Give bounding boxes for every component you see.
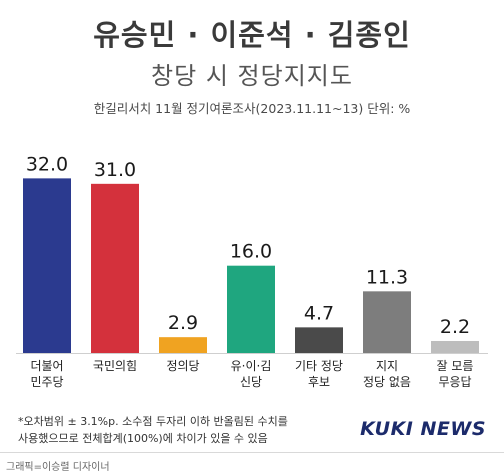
- category-label-2-0: 정의당: [166, 359, 199, 373]
- bar-2: [159, 337, 207, 353]
- category-label-6-0: 잘 모름: [437, 359, 474, 373]
- bar-5: [363, 291, 411, 353]
- category-label-5-0: 지지: [376, 359, 398, 373]
- bar-1: [91, 183, 139, 353]
- chart-subtitle: 창당 시 정당지지도: [151, 62, 353, 90]
- category-label-3-0: 유·이·김: [231, 359, 272, 373]
- footnote-line-1: *오차범위 ± 3.1%p. 소수점 두자리 이하 반올림된 수치를: [18, 415, 288, 428]
- footnote-line-2: 사용했으므로 전체합계(100%)에 차이가 있을 수 있음: [18, 432, 268, 445]
- value-label-0: 32.0: [26, 153, 68, 175]
- value-label-1: 31.0: [94, 159, 136, 181]
- bar-4: [295, 327, 343, 353]
- graphic-credit: 그래픽=이승렬 디자이너: [6, 462, 110, 473]
- chart-title: 유승민 · 이준석 · 김종인: [93, 18, 411, 52]
- value-label-3: 16.0: [230, 241, 272, 263]
- category-label-4-0: 기타 정당: [295, 359, 343, 373]
- brand-logo: KUKI NEWS: [360, 418, 486, 440]
- value-label-4: 4.7: [304, 302, 334, 324]
- survey-source: 한길리서치 11월 정기여론조사(2023.11.11~13) 단위: %: [93, 101, 411, 116]
- bar-3: [227, 265, 275, 353]
- category-label-0-0: 더불어: [30, 359, 63, 373]
- category-label-0-1: 민주당: [30, 375, 63, 389]
- category-label-6-1: 무응답: [438, 375, 471, 389]
- category-label-4-1: 후보: [308, 375, 330, 389]
- category-label-1-0: 국민의힘: [93, 359, 137, 373]
- value-label-6: 2.2: [440, 316, 470, 338]
- category-label-5-1: 정당 없음: [363, 375, 411, 389]
- value-label-5: 11.3: [366, 266, 408, 288]
- value-label-2: 2.9: [168, 312, 198, 334]
- bar-6: [431, 340, 479, 353]
- credit-bar: 그래픽=이승렬 디자이너: [0, 452, 504, 475]
- bar-0: [23, 178, 71, 353]
- footnote: *오차범위 ± 3.1%p. 소수점 두자리 이하 반올림된 수치를 사용했으므…: [18, 413, 348, 447]
- category-label-3-1: 신당: [240, 375, 262, 389]
